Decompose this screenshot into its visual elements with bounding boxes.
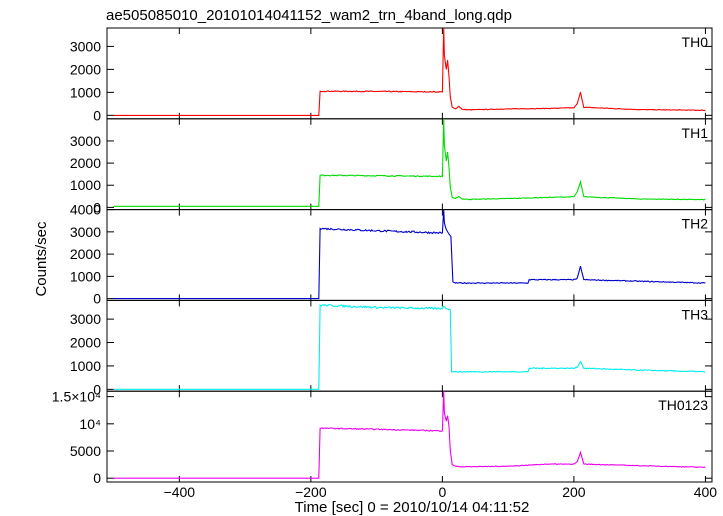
panel-frame (106, 118, 713, 211)
series-line-th3 (113, 303, 706, 390)
y-tick-label: 2000 (70, 61, 101, 77)
y-tick-label: 2000 (70, 246, 101, 262)
y-tick-label: 3000 (70, 224, 101, 240)
y-tick-label: 0 (93, 381, 101, 397)
y-tick-label: 3000 (70, 311, 101, 327)
y-tick-label: 2000 (70, 335, 101, 351)
y-tick-label: 1000 (70, 268, 101, 284)
panel-th0123: 0 5000 10⁴ 1.5×10⁴ TH0123 (52, 389, 713, 486)
panel-th1: 0 1000 2000 3000 TH1 (70, 118, 713, 215)
panel-frame (106, 209, 713, 301)
series-line-th1 (113, 118, 706, 207)
series-line-th0 (113, 27, 706, 116)
y-tick-label: 1.5×10⁴ (52, 389, 101, 405)
panel-frame (106, 27, 713, 120)
series-line-th2 (113, 209, 706, 300)
x-tick-label: −400 (164, 484, 196, 500)
y-tick-label: 3000 (70, 133, 101, 149)
panel-label-th2: TH2 (682, 216, 709, 232)
chart-title: ae505085010_20101014041152_wam2_trn_4ban… (106, 7, 512, 24)
y-tick-label: 10⁴ (79, 416, 101, 432)
y-tick-label: 1000 (70, 84, 101, 100)
panel-frame (106, 390, 713, 483)
panel-label-th1: TH1 (682, 125, 709, 141)
panel-th3: 0 1000 2000 3000 TH3 (70, 299, 713, 397)
y-axis-label: Counts/sec (33, 221, 50, 297)
x-tick-label: 400 (694, 484, 718, 500)
x-axis-label: Time [sec] 0 = 2010/10/14 04:11:52 (295, 499, 530, 516)
y-tick-label: 3000 (70, 38, 101, 54)
panel-label-th3: TH3 (682, 306, 709, 322)
panel-th2: 0 1000 2000 3000 4000 TH2 (70, 202, 713, 307)
y-tick-label: 0 (93, 291, 101, 307)
y-tick-label: 0 (93, 107, 101, 123)
series-line-th0123 (113, 391, 706, 479)
x-axis-ticks: −400 −200 0 200 400 (164, 484, 718, 500)
panel-frame (106, 299, 713, 392)
y-tick-label: 2000 (70, 155, 101, 171)
y-tick-label: 1000 (70, 177, 101, 193)
x-tick-label: −200 (295, 484, 327, 500)
y-tick-label: 0 (93, 199, 101, 215)
panels-group: 0 1000 2000 3000 TH0 0 1000 2000 3000 TH1 0 1000 200… (52, 27, 713, 486)
y-tick-label: 5000 (70, 443, 101, 459)
panel-label-th0: TH0 (682, 34, 709, 50)
x-tick-label: 0 (438, 484, 446, 500)
y-tick-label: 4000 (70, 202, 101, 218)
y-tick-label: 1000 (70, 358, 101, 374)
panel-label-th0123: TH0123 (658, 397, 708, 413)
y-tick-label: 0 (93, 470, 101, 486)
panel-th0: 0 1000 2000 3000 TH0 (70, 27, 713, 123)
x-tick-label: 200 (562, 484, 586, 500)
